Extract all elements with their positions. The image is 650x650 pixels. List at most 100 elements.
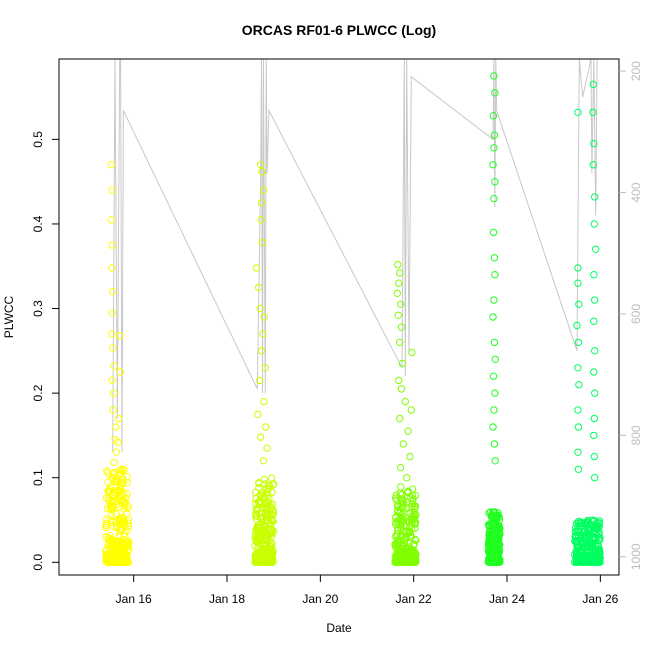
data-point <box>493 522 501 531</box>
data-point <box>404 427 412 435</box>
data-point <box>574 338 583 347</box>
data-point <box>269 481 277 489</box>
data-point <box>396 414 404 423</box>
data-point <box>257 538 265 546</box>
data-point <box>586 526 594 534</box>
data-point <box>571 524 580 532</box>
data-point <box>489 161 497 169</box>
data-point <box>114 438 122 446</box>
data-point <box>262 556 270 564</box>
data-point <box>393 532 401 540</box>
data-point <box>110 522 118 531</box>
data-point <box>487 552 496 560</box>
data-point <box>397 555 406 563</box>
data-point <box>393 502 402 510</box>
data-point <box>123 551 131 559</box>
data-point <box>264 524 273 532</box>
data-point <box>584 516 592 525</box>
data-point <box>490 440 499 448</box>
chart-title: ORCAS RF01-6 PLWCC (Log) <box>242 22 436 38</box>
data-point <box>491 355 499 363</box>
data-point <box>490 406 498 414</box>
data-point <box>263 444 271 452</box>
data-point <box>590 414 598 423</box>
data-point <box>491 389 499 397</box>
data-point <box>109 344 117 352</box>
data-point <box>485 523 494 531</box>
data-point <box>491 89 499 97</box>
data-point <box>408 502 416 511</box>
data-point <box>573 539 581 547</box>
data-point <box>106 485 114 493</box>
data-point <box>490 254 499 262</box>
data-point <box>116 553 124 562</box>
data-point <box>260 313 268 321</box>
data-point <box>257 199 266 207</box>
data-point <box>254 410 262 418</box>
data-point <box>108 330 116 338</box>
data-point <box>108 309 116 317</box>
right-axis: 200 400 600 800 1000 <box>619 61 643 570</box>
data-point <box>397 511 406 519</box>
data-point <box>590 317 598 325</box>
data-point <box>494 542 503 551</box>
data-point <box>261 364 269 372</box>
data-point <box>260 555 268 563</box>
data-point <box>103 467 111 475</box>
right-tick-label: 800 <box>629 425 643 445</box>
data-point <box>105 497 113 505</box>
data-point <box>124 547 132 555</box>
data-point <box>118 540 127 548</box>
data-point <box>582 518 591 526</box>
data-point <box>116 469 125 477</box>
series-3 <box>391 260 420 566</box>
data-point <box>406 533 415 541</box>
right-tick-label: 1000 <box>629 543 643 570</box>
data-point <box>575 381 583 389</box>
data-point <box>268 500 276 508</box>
x-tick-label: Jan 26 <box>582 592 618 606</box>
data-point <box>591 347 599 355</box>
data-point <box>259 457 268 465</box>
data-point <box>591 296 599 304</box>
data-point <box>109 502 117 511</box>
data-point <box>490 194 498 203</box>
data-point <box>102 547 110 556</box>
data-point <box>103 515 111 523</box>
data-point <box>393 541 401 549</box>
data-point <box>398 518 406 526</box>
data-point <box>264 546 272 554</box>
data-point <box>117 465 126 473</box>
data-point <box>589 80 597 89</box>
data-point <box>411 524 419 532</box>
data-point <box>121 522 129 530</box>
data-point <box>395 279 403 287</box>
data-point <box>412 536 420 545</box>
data-point <box>268 558 277 566</box>
data-point <box>402 527 411 535</box>
series-5 <box>571 80 604 566</box>
data-point <box>575 300 583 308</box>
data-point <box>257 498 265 507</box>
data-point <box>490 131 499 139</box>
data-point <box>263 513 271 521</box>
data-point <box>590 271 598 279</box>
data-point <box>485 509 493 517</box>
data-point <box>256 376 264 385</box>
data-point <box>490 144 498 152</box>
data-point <box>108 264 116 272</box>
data-point <box>269 509 278 517</box>
data-point <box>110 458 118 467</box>
data-point <box>495 535 503 543</box>
x-tick-label: Jan 20 <box>302 592 338 606</box>
data-point <box>493 558 502 566</box>
data-point <box>119 520 127 528</box>
data-point <box>256 304 264 313</box>
data-point <box>394 311 402 319</box>
data-point <box>412 510 420 519</box>
data-point <box>264 485 272 493</box>
data-point <box>403 474 411 482</box>
data-point <box>591 389 599 397</box>
data-point <box>577 534 585 542</box>
